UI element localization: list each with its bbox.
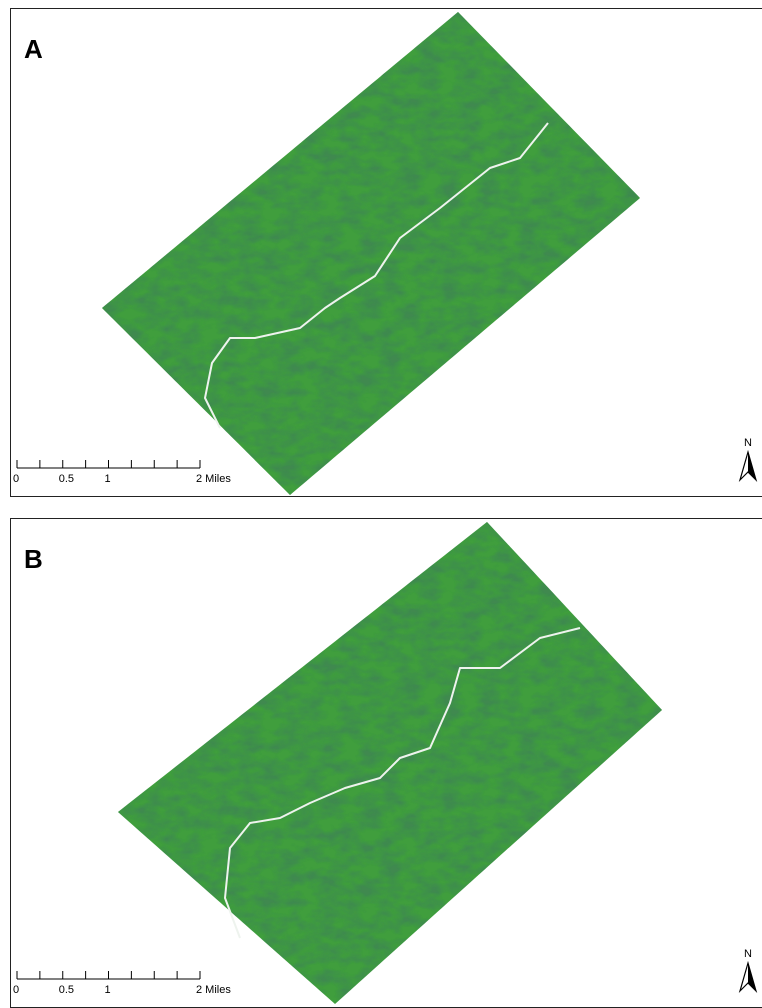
scale-label: 0: [13, 984, 19, 996]
figure: A 0 0.5 1 2 Miles N B 0 0.5 1 2 Miles N: [0, 0, 762, 1008]
map-panel: A 0 0.5 1 2 Miles N: [11, 9, 762, 497]
scale-label: 1: [105, 984, 111, 996]
scale-label: 0: [13, 473, 19, 485]
north-label: N: [744, 437, 752, 449]
scale-label: 2 Miles: [196, 984, 231, 996]
scale-label: 2 Miles: [196, 473, 231, 485]
panel-label: A: [24, 34, 43, 64]
panel-label: B: [24, 544, 43, 574]
map-panel: B 0 0.5 1 2 Miles N: [11, 519, 762, 1008]
north-label: N: [744, 948, 752, 960]
scale-label: 0.5: [59, 984, 74, 996]
scale-label: 1: [105, 473, 111, 485]
scale-label: 0.5: [59, 473, 74, 485]
